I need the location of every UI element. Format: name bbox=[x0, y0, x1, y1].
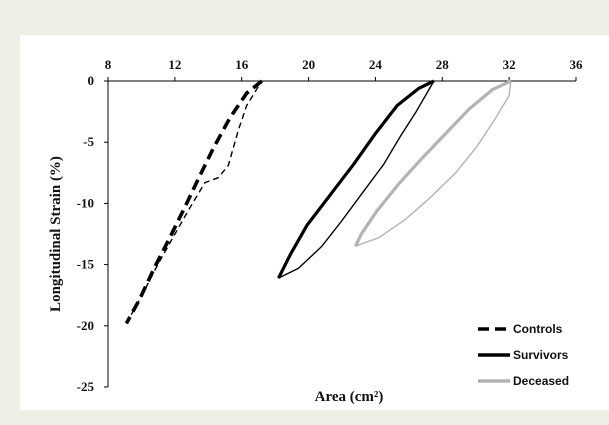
legend: Controls Survivors Deceased bbox=[478, 322, 569, 388]
controls-thin-line bbox=[125, 80, 263, 324]
legend-label-survivors: Survivors bbox=[513, 348, 569, 362]
survivors-thin-line bbox=[278, 80, 435, 279]
controls-thick-line bbox=[124, 79, 263, 325]
y-tick-label: 0 bbox=[88, 73, 95, 88]
y-tick-label: -5 bbox=[83, 134, 94, 149]
y-axis-title: Longitudinal Strain (%) bbox=[48, 156, 64, 312]
figure-panel: 8 12 16 20 24 28 32 36 0 -5 -10 -15 -20 -25 Controls S… bbox=[20, 35, 609, 410]
series-lines bbox=[124, 79, 512, 325]
x-tick-label: 32 bbox=[503, 57, 516, 72]
x-tick-label: 16 bbox=[235, 57, 249, 72]
x-tick-label: 8 bbox=[105, 57, 112, 72]
x-tick-label: 24 bbox=[369, 57, 383, 72]
x-axis-title: Area (cm²) bbox=[315, 389, 384, 405]
deceased-thin-line bbox=[355, 80, 512, 247]
x-tick-label: 36 bbox=[570, 57, 584, 72]
legend-label-deceased: Deceased bbox=[513, 374, 569, 388]
axes bbox=[104, 77, 577, 388]
legend-label-controls: Controls bbox=[513, 322, 563, 336]
strain-area-chart: 8 12 16 20 24 28 32 36 0 -5 -10 -15 -20 -25 Controls S… bbox=[48, 57, 583, 405]
x-tick-label: 28 bbox=[436, 57, 450, 72]
x-tick-label: 20 bbox=[302, 57, 315, 72]
survivors-thick-line bbox=[277, 79, 435, 279]
y-tick-label: -25 bbox=[77, 379, 95, 394]
deceased-thick-line bbox=[353, 79, 512, 247]
y-tick-label: -20 bbox=[77, 318, 94, 333]
y-tick-label: -10 bbox=[77, 195, 94, 210]
y-tick-label: -15 bbox=[77, 257, 95, 272]
x-tick-label: 12 bbox=[168, 57, 181, 72]
tick-labels: 8 12 16 20 24 28 32 36 0 -5 -10 -15 -20 -25 bbox=[77, 57, 583, 394]
